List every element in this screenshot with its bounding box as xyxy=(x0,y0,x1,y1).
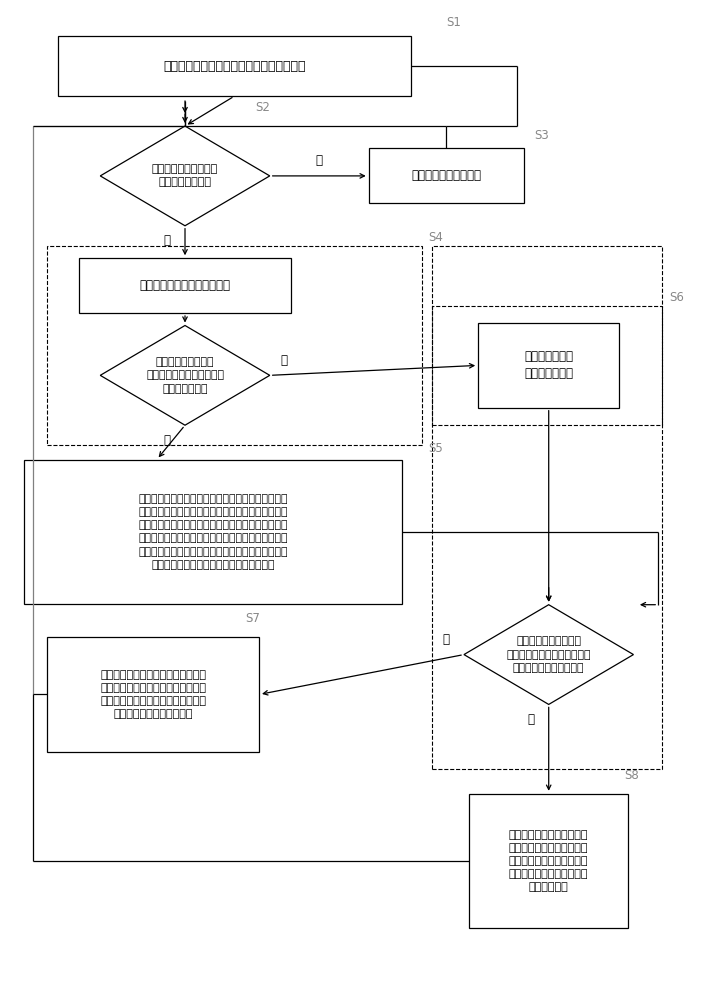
Bar xyxy=(24,460,402,604)
Text: 当前绿灯持续时长大于
最小设定绿灯时长: 当前绿灯持续时长大于 最小设定绿灯时长 xyxy=(152,164,218,188)
Text: 确定各车流方向的车流量，并根据所有的路段饱和度
和所有的车流量改变目标车流方向，并确定改变后的
目标车流方向的绿灯持续时长，再根据改变后的目标
车流方向的绿灯持: 确定各车流方向的车流量，并根据所有的路段饱和度 和所有的车流量改变目标车流方向，… xyxy=(138,494,288,570)
Text: 否: 否 xyxy=(280,354,287,367)
Bar xyxy=(432,306,661,425)
Text: 确定目标车流方向以及对应的绿灯持续时长: 确定目标车流方向以及对应的绿灯持续时长 xyxy=(163,60,306,73)
Text: 是: 是 xyxy=(164,234,171,247)
Polygon shape xyxy=(100,325,269,425)
Bar xyxy=(48,246,422,445)
Text: 所有的路段饱和度中
存在大于或等于第一设定阀
值的路段饱和度: 所有的路段饱和度中 存在大于或等于第一设定阀 值的路段饱和度 xyxy=(146,357,224,394)
Text: S4: S4 xyxy=(429,231,444,244)
Text: S1: S1 xyxy=(446,16,461,29)
Bar xyxy=(79,258,291,313)
Text: 确定各车流方向的路段饱和度: 确定各车流方向的路段饱和度 xyxy=(140,279,230,292)
Text: 确定目标车流方向的排队车
流数量，并根据排队车流数
量改变目标车流方向，并确
定改变后的目标车流方向的
绿灯持续时长: 确定目标车流方向的排队车 流数量，并根据排队车流数 量改变目标车流方向，并确 定… xyxy=(509,830,588,892)
Text: S3: S3 xyxy=(535,129,549,142)
Bar xyxy=(48,637,259,752)
Text: 确定各车流方向
的红灯等待时长: 确定各车流方向 的红灯等待时长 xyxy=(524,350,573,380)
Text: 是: 是 xyxy=(164,434,171,447)
Text: 是: 是 xyxy=(443,633,450,646)
Bar xyxy=(478,323,620,408)
Text: S8: S8 xyxy=(625,769,640,782)
Text: S6: S6 xyxy=(669,291,683,304)
Text: 更新当前绿灯持续时长: 更新当前绿灯持续时长 xyxy=(411,169,481,182)
Bar xyxy=(432,246,661,769)
Text: 否: 否 xyxy=(316,154,323,167)
Bar xyxy=(469,794,628,928)
Bar xyxy=(58,36,411,96)
Text: S7: S7 xyxy=(245,612,260,625)
Text: S5: S5 xyxy=(429,442,443,455)
Polygon shape xyxy=(464,605,633,704)
Text: 确定各车流方向的车流量，并根据所
有的红灯等待时长和所有的车流量改
变目标车流方向，并确定改变后的目
标车流方向的绿灯持续时长: 确定各车流方向的车流量，并根据所 有的红灯等待时长和所有的车流量改 变目标车流方… xyxy=(100,670,206,719)
Text: 否: 否 xyxy=(527,713,535,726)
Text: 所有的红灯等待时长中
存在大于或等于最长设定红灯
等待时长的红灯等待时长: 所有的红灯等待时长中 存在大于或等于最长设定红灯 等待时长的红灯等待时长 xyxy=(506,636,591,673)
Polygon shape xyxy=(100,126,269,226)
Bar xyxy=(369,148,524,203)
Text: S2: S2 xyxy=(256,101,271,114)
